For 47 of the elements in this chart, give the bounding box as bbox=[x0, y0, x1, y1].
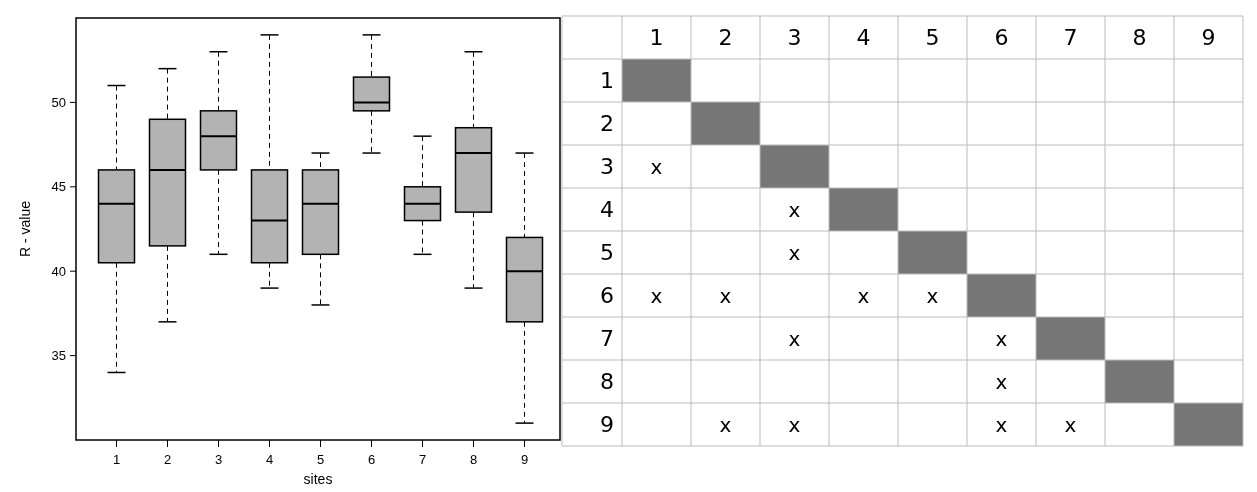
text: x bbox=[788, 240, 801, 265]
y-tick-label: 2 bbox=[600, 111, 614, 137]
text: x bbox=[995, 369, 1008, 394]
text: x bbox=[788, 326, 801, 351]
x-tick-label: 5 bbox=[925, 25, 940, 51]
y-tick-label: 3 bbox=[600, 154, 614, 180]
text: x bbox=[857, 283, 870, 308]
text: x bbox=[788, 197, 801, 222]
y-tick-label: 6 bbox=[600, 283, 614, 309]
y-tick-label: 1 bbox=[600, 68, 614, 94]
y-tick-label: 45 bbox=[51, 179, 66, 195]
x-tick-label: 4 bbox=[856, 25, 871, 51]
y-axis-title: R - value bbox=[17, 200, 33, 258]
y-tick-label: 50 bbox=[51, 94, 66, 110]
x-tick-label: 8 bbox=[469, 452, 478, 467]
x-tick-label: 8 bbox=[1132, 25, 1147, 51]
text: x bbox=[788, 412, 801, 437]
y-tick-label: 35 bbox=[51, 348, 66, 364]
y-tick-label: 40 bbox=[51, 263, 66, 279]
y-tick-label: 4 bbox=[600, 197, 614, 223]
text: x bbox=[926, 283, 939, 308]
text: x bbox=[650, 154, 663, 179]
text: x bbox=[719, 283, 732, 308]
x-tick-label: 2 bbox=[163, 452, 172, 467]
text: x bbox=[719, 412, 732, 437]
x-tick-label: 4 bbox=[265, 452, 274, 467]
text: x bbox=[995, 412, 1008, 437]
text: x bbox=[650, 283, 663, 308]
x-tick-label: 7 bbox=[418, 452, 427, 467]
y-tick-label: 7 bbox=[600, 326, 614, 352]
text: x bbox=[995, 326, 1008, 351]
x-tick-label: 1 bbox=[649, 25, 664, 51]
y-tick-label: 5 bbox=[600, 240, 614, 266]
y-tick-label: 9 bbox=[600, 412, 614, 438]
text: x bbox=[1064, 412, 1077, 437]
x-axis-title: sites bbox=[303, 471, 333, 487]
x-tick-label: 9 bbox=[1201, 25, 1216, 51]
x-tick-label: 3 bbox=[787, 25, 802, 51]
x-tick-label: 3 bbox=[214, 452, 223, 467]
x-tick-label: 6 bbox=[994, 25, 1009, 51]
x-tick-label: 2 bbox=[718, 25, 733, 51]
x-tick-label: 9 bbox=[520, 452, 529, 467]
x-tick-label: 7 bbox=[1063, 25, 1078, 51]
x-tick-label: 1 bbox=[112, 452, 121, 467]
x-tick-label: 5 bbox=[316, 452, 325, 467]
y-tick-label: 8 bbox=[600, 369, 614, 395]
x-tick-label: 6 bbox=[367, 452, 376, 467]
